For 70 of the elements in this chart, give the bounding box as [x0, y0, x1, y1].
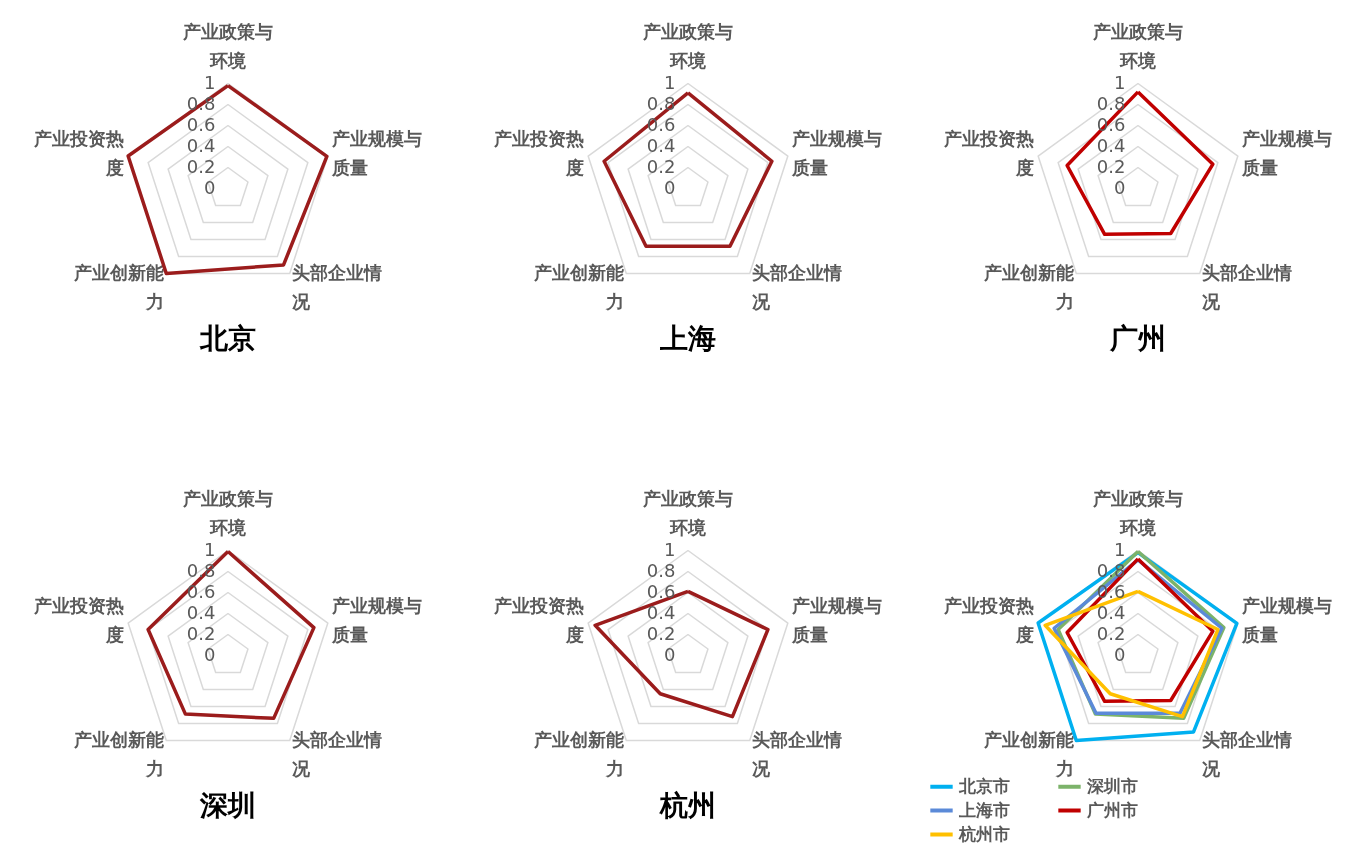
- spoke-label: 产业创新能力: [72, 728, 164, 779]
- y-tick-label: 0.2: [186, 155, 216, 176]
- legend-label: 杭州市: [958, 823, 1010, 843]
- spoke-label: 产业政策与环境: [182, 20, 273, 71]
- spoke-label: 产业规模与质量: [790, 594, 882, 645]
- y-tick-label: 0.4: [1096, 134, 1126, 155]
- text: 上海: [659, 321, 716, 355]
- spoke-label: 头部企业情况: [752, 728, 843, 779]
- text: 杭州: [659, 788, 716, 822]
- spoke-label: 产业规模与质量: [1240, 127, 1332, 178]
- spoke-label: 头部企业情况: [292, 261, 383, 312]
- spoke-label: 头部企业情况: [292, 728, 383, 779]
- spoke-label: 产业投资热度: [943, 594, 1035, 645]
- y-tick-label: 0.4: [646, 134, 676, 155]
- y-tick-label: 0.2: [646, 622, 676, 643]
- y-tick-label: 0.6: [646, 113, 676, 134]
- spoke-label: 产业投资热度: [943, 127, 1035, 178]
- y-tick-label: 0.8: [646, 559, 676, 580]
- y-tick-label: 1: [1113, 538, 1126, 559]
- y-tick-label: 1: [663, 538, 676, 559]
- legend-label: 深圳市: [1086, 775, 1138, 796]
- spoke-label: 产业规模与质量: [330, 594, 422, 645]
- y-tick-label: 1: [203, 71, 216, 92]
- spoke-label: 产业创新能力: [72, 261, 164, 312]
- spoke-label: 产业政策与环境: [1092, 20, 1183, 71]
- y-tick-label: 0: [663, 643, 676, 664]
- y-tick-label: 0.6: [186, 580, 216, 601]
- spoke-label: 产业投资热度: [33, 127, 125, 178]
- spoke-label: 头部企业情况: [1202, 728, 1293, 779]
- spoke-label: 头部企业情况: [1202, 261, 1293, 312]
- y-tick-label: 0.8: [1096, 92, 1126, 113]
- spoke-label: 产业规模与质量: [330, 127, 422, 178]
- legend-label: 广州市: [1086, 799, 1138, 819]
- spoke-label: 产业政策与环境: [642, 487, 733, 538]
- y-tick-label: 1: [1113, 71, 1126, 92]
- y-tick-label: 0.4: [646, 601, 676, 622]
- y-tick-label: 1: [663, 71, 676, 92]
- y-tick-label: 0: [203, 176, 216, 197]
- y-tick-label: 0.6: [646, 580, 676, 601]
- spoke-label: 产业投资热度: [493, 127, 585, 178]
- legend-label: 上海市: [958, 799, 1010, 819]
- y-tick-label: 0.2: [646, 155, 676, 176]
- spoke-label: 产业投资热度: [493, 594, 585, 645]
- y-tick-label: 1: [203, 538, 216, 559]
- spoke-label: 头部企业情况: [752, 261, 843, 312]
- spoke-label: 产业政策与环境: [1092, 487, 1183, 538]
- spoke-label: 产业创新能力: [532, 728, 624, 779]
- spoke-label: 产业创新能力: [532, 261, 624, 312]
- y-tick-label: 0.4: [186, 134, 216, 155]
- legend-label: 北京市: [958, 775, 1010, 796]
- y-tick-label: 0.2: [1096, 155, 1126, 176]
- y-tick-label: 0.8: [646, 92, 676, 113]
- y-tick-label: 0: [663, 176, 676, 197]
- y-tick-label: 0.4: [1096, 601, 1126, 622]
- y-tick-label: 0.2: [186, 622, 216, 643]
- y-tick-label: 0: [1113, 176, 1126, 197]
- text: 北京: [199, 321, 256, 355]
- spoke-label: 产业政策与环境: [642, 20, 733, 71]
- y-tick-label: 0.4: [186, 601, 216, 622]
- y-tick-label: 0: [203, 643, 216, 664]
- y-tick-label: 0.2: [1096, 622, 1126, 643]
- spoke-label: 产业投资热度: [33, 594, 125, 645]
- spoke-label: 产业政策与环境: [182, 487, 273, 538]
- y-tick-label: 0.6: [186, 113, 216, 134]
- text: 深圳: [199, 788, 256, 822]
- spoke-label: 产业规模与质量: [790, 127, 882, 178]
- y-tick-label: 0: [1113, 643, 1126, 664]
- spoke-label: 产业创新能力: [982, 261, 1074, 312]
- spoke-label: 产业规模与质量: [1240, 594, 1332, 645]
- text: 广州: [1109, 321, 1166, 355]
